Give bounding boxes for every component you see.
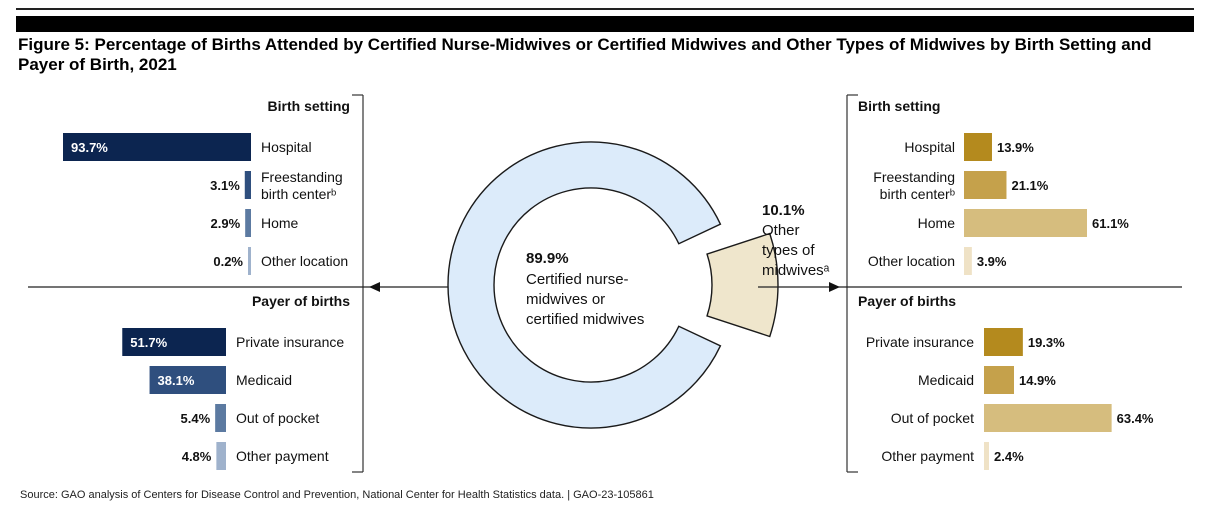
bar — [984, 328, 1023, 356]
category-label: Other payment — [881, 448, 974, 464]
donut-side-value: 10.1% — [762, 202, 805, 219]
data-label: 3.9% — [977, 254, 1007, 269]
source-note: Source: GAO analysis of Centers for Dise… — [20, 489, 654, 501]
bar — [964, 171, 1007, 199]
bar — [984, 404, 1112, 432]
left-birth-setting-header: Birth setting — [268, 98, 350, 114]
data-label: 2.4% — [994, 449, 1024, 464]
bar — [122, 328, 226, 356]
data-label: 63.4% — [1117, 411, 1154, 426]
category-label: Hospital — [261, 139, 312, 155]
bar — [964, 133, 992, 161]
right-payer-header: Payer of births — [858, 293, 956, 309]
category-label: Freestanding — [261, 169, 343, 185]
data-label: 21.1% — [1011, 178, 1048, 193]
data-label: 61.1% — [1092, 216, 1129, 231]
category-label: Freestanding — [873, 169, 955, 185]
donut-center-label: certified midwives — [526, 311, 644, 328]
data-label: 3.1% — [210, 178, 240, 193]
data-label: 4.8% — [182, 449, 212, 464]
data-label: 19.3% — [1028, 335, 1065, 350]
bar — [248, 247, 251, 275]
bar — [984, 442, 989, 470]
donut-center-label: midwives or — [526, 291, 605, 308]
data-label: 51.7% — [130, 335, 167, 350]
category-label: Other location — [261, 253, 348, 269]
left-arrowhead — [369, 282, 380, 292]
data-label: 13.9% — [997, 140, 1034, 155]
donut-side-label: midwivesᵃ — [762, 262, 830, 279]
data-label: 2.9% — [211, 216, 241, 231]
category-label: birth centerᵇ — [261, 186, 336, 202]
bar — [245, 209, 251, 237]
title-bar — [16, 16, 1194, 32]
data-label: 38.1% — [158, 373, 195, 388]
top-rule — [16, 8, 1194, 10]
bar — [149, 366, 226, 394]
data-label: 0.2% — [213, 254, 243, 269]
figure-title: Figure 5: Percentage of Births Attended … — [18, 35, 1152, 74]
donut-slice-other — [706, 232, 779, 338]
category-label: Medicaid — [236, 372, 292, 388]
donut-center-label: Certified nurse- — [526, 271, 629, 288]
category-label: Home — [918, 215, 956, 231]
left-payer-header: Payer of births — [252, 293, 350, 309]
category-label: Out of pocket — [236, 410, 319, 426]
category-label: Private insurance — [236, 334, 344, 350]
bar — [216, 442, 226, 470]
right-arrowhead — [829, 282, 840, 292]
category-label: Other location — [868, 253, 955, 269]
category-label: Other payment — [236, 448, 329, 464]
bar — [63, 133, 251, 161]
bar — [244, 171, 251, 199]
bar — [984, 366, 1014, 394]
bar — [964, 209, 1087, 237]
category-label: Medicaid — [918, 372, 974, 388]
bar — [964, 247, 972, 275]
category-label: Out of pocket — [891, 410, 974, 426]
data-label: 93.7% — [71, 140, 108, 155]
data-label: 14.9% — [1019, 373, 1056, 388]
donut-side-label: types of — [762, 242, 815, 259]
category-label: Home — [261, 215, 299, 231]
donut-side-label: Other — [762, 222, 800, 239]
category-label: birth centerᵇ — [880, 186, 955, 202]
data-label: 5.4% — [181, 411, 211, 426]
donut-slice-cnm — [447, 141, 722, 429]
category-label: Hospital — [904, 139, 955, 155]
donut-center-value: 89.9% — [526, 250, 569, 267]
right-birth-setting-header: Birth setting — [858, 98, 940, 114]
category-label: Private insurance — [866, 334, 974, 350]
bar — [215, 404, 226, 432]
